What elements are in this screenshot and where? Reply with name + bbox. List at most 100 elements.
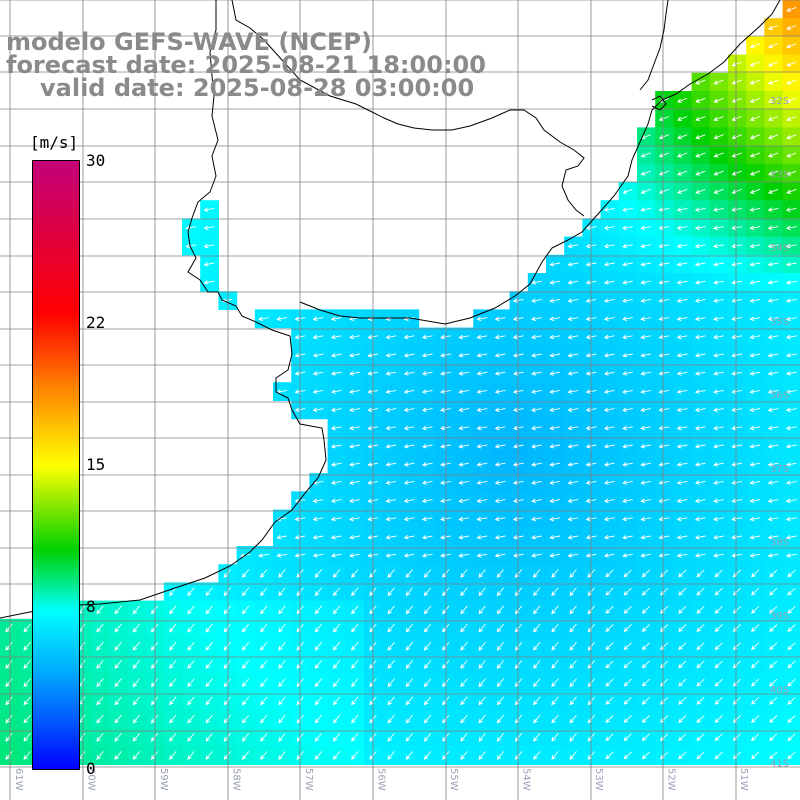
wind-arrow — [569, 678, 577, 688]
wind-arrow — [605, 715, 614, 723]
wind-arrow — [260, 732, 268, 742]
wind-arrow — [623, 642, 632, 651]
wind-arrow — [622, 389, 633, 394]
wind-arrow — [460, 641, 468, 651]
wind-arrow — [785, 443, 797, 449]
wind-arrow — [385, 407, 397, 413]
wind-arrow — [421, 443, 433, 449]
wind-arrow — [749, 188, 761, 194]
wind-arrow — [549, 371, 561, 376]
wind-arrow — [533, 623, 541, 633]
wind-arrow — [423, 732, 432, 742]
wind-arrow — [769, 605, 778, 614]
wind-arrow — [640, 480, 652, 485]
wind-arrow — [314, 623, 323, 633]
wind-arrow — [749, 316, 761, 322]
wind-arrow — [658, 389, 670, 394]
wind-arrow — [768, 134, 779, 140]
wind-arrow — [658, 425, 670, 431]
wind-arrow — [641, 751, 651, 760]
wind-arrow — [549, 425, 561, 431]
wind-arrow — [496, 569, 505, 578]
longitude-label: 55W — [448, 768, 459, 791]
wind-arrow — [678, 624, 687, 632]
wind-arrow — [403, 371, 415, 376]
wind-arrow — [769, 569, 778, 578]
longitude-label: 61W — [13, 768, 24, 791]
wind-arrow — [312, 407, 324, 413]
wind-arrow — [23, 751, 31, 760]
wind-arrow — [640, 425, 652, 431]
wind-arrow — [476, 498, 488, 504]
wind-arrow — [622, 207, 633, 212]
wind-arrow — [567, 498, 579, 504]
wind-arrow — [403, 425, 415, 431]
wind-arrow — [351, 569, 359, 578]
wind-arrow — [622, 225, 633, 231]
wind-arrow — [731, 480, 743, 485]
wind-arrow — [713, 225, 724, 231]
wind-arrow — [768, 170, 779, 176]
wind-arrow — [605, 587, 614, 596]
wind-arrow — [713, 553, 724, 558]
wind-arrow — [641, 587, 651, 596]
wind-arrow — [260, 714, 268, 724]
wind-arrow — [549, 480, 561, 485]
wind-arrow — [187, 696, 195, 706]
wind-arrow — [749, 425, 761, 431]
longitude-label: 58W — [231, 768, 242, 791]
wind-arrow — [260, 751, 268, 760]
wind-arrow — [694, 371, 706, 376]
wind-arrow — [749, 280, 761, 285]
wind-arrow — [478, 605, 486, 615]
wind-arrow — [349, 462, 360, 467]
wind-arrow — [332, 605, 341, 615]
wind-arrow — [223, 605, 232, 615]
wind-arrow — [623, 624, 632, 632]
wind-arrow — [531, 371, 542, 376]
wind-arrow — [603, 207, 615, 212]
wind-arrow — [512, 334, 524, 340]
wind-arrow — [677, 116, 688, 122]
wind-arrow — [787, 569, 796, 578]
colorbar-tick-label: 30 — [86, 151, 106, 170]
wind-arrow — [714, 678, 723, 687]
wind-arrow — [312, 371, 324, 376]
wind-arrow — [751, 715, 760, 723]
wind-arrow — [622, 188, 633, 194]
wind-arrow — [731, 407, 743, 413]
wind-arrow — [751, 587, 760, 596]
wind-arrow — [767, 498, 779, 504]
wind-arrow — [241, 641, 250, 651]
wind-arrow — [132, 678, 141, 688]
wind-arrow — [567, 389, 579, 394]
wind-arrow — [678, 569, 687, 578]
wind-arrow — [312, 516, 324, 522]
longitude-label: 59W — [158, 768, 169, 791]
wind-arrow — [512, 443, 524, 449]
wind-arrow — [23, 660, 31, 669]
wind-arrow — [603, 462, 615, 467]
wind-arrow — [476, 516, 488, 522]
wind-arrow — [241, 605, 250, 615]
wind-arrow — [731, 334, 743, 340]
wind-arrow — [640, 280, 652, 285]
wind-arrow — [512, 516, 524, 522]
latitude-label: 33S — [770, 170, 789, 181]
wind-arrow — [494, 516, 506, 522]
wind-arrow — [23, 641, 31, 651]
wind-arrow — [731, 116, 742, 122]
wind-arrow — [403, 389, 415, 394]
wind-arrow — [387, 623, 395, 633]
wind-arrow — [695, 97, 706, 103]
wind-arrow — [458, 352, 470, 358]
wind-arrow — [695, 79, 706, 85]
wind-arrow — [605, 696, 614, 705]
wind-arrow — [349, 371, 360, 376]
wind-arrow — [351, 714, 359, 724]
wind-arrow — [640, 207, 652, 212]
wind-arrow — [223, 696, 232, 706]
